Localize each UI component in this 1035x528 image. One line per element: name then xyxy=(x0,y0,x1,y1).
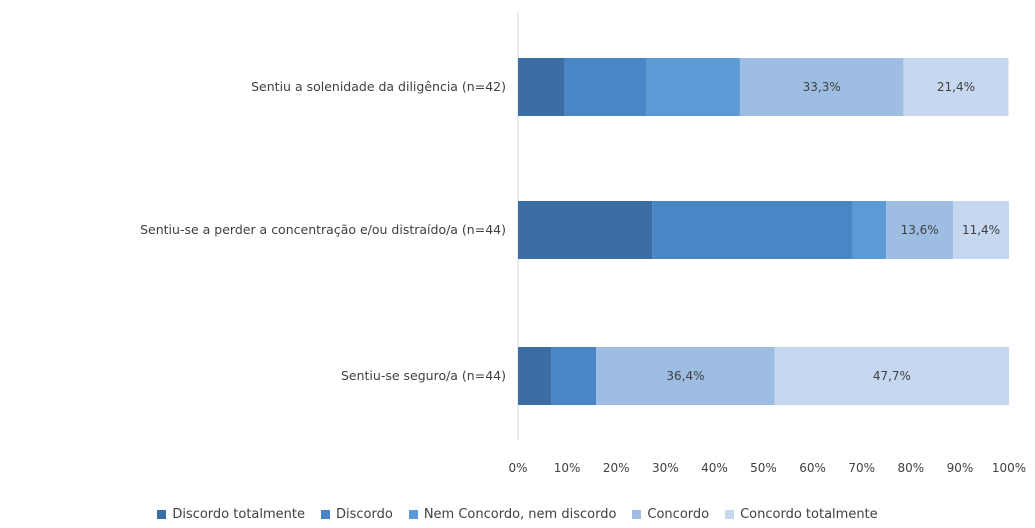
bar-segment xyxy=(739,58,904,116)
bar-segment xyxy=(551,347,597,405)
x-tick-label: 50% xyxy=(750,461,777,475)
bar-segment xyxy=(596,347,775,405)
legend-swatch xyxy=(408,509,418,519)
legend-label: Discordo totalmente xyxy=(172,506,305,522)
data-label: 33,3% xyxy=(803,80,841,94)
legend-swatch xyxy=(157,509,167,519)
x-tick-label: 100% xyxy=(992,461,1026,475)
bar-segment xyxy=(518,347,552,405)
bar-segment xyxy=(518,58,565,116)
legend-swatch xyxy=(321,509,330,519)
category-label: Sentiu-se seguro/a (n=44) xyxy=(341,368,506,383)
legend-label: Discordo xyxy=(336,506,393,522)
legend-label: Nem Concordo, nem discordo xyxy=(423,506,617,522)
bar-segment xyxy=(953,201,1009,259)
legend-item: Concordo xyxy=(632,507,709,522)
data-label: 21,4% xyxy=(937,80,975,94)
bar-segment xyxy=(774,347,1009,405)
legend-item: Discordo totalmente xyxy=(157,507,305,522)
legend-item: Concordo totalmente xyxy=(725,507,878,522)
legend-label: Concordo xyxy=(647,506,710,522)
chart-legend: Discordo totalmente Discordo Nem Concordo,… xyxy=(0,504,1035,524)
x-tick-label: 80% xyxy=(897,461,924,475)
legend-swatch xyxy=(632,509,642,519)
category-label: Sentiu-se a perder a concentração e/ou d… xyxy=(140,222,506,237)
x-tick-label: 90% xyxy=(947,461,974,475)
bar-segment xyxy=(903,58,1009,116)
x-tick-label: 30% xyxy=(652,461,679,475)
bar-segment xyxy=(564,58,647,116)
data-label: 47,7% xyxy=(873,369,911,383)
x-tick-label: 70% xyxy=(848,461,875,475)
bar-segment xyxy=(886,201,954,259)
data-label: 11,4% xyxy=(962,223,1000,237)
x-tick-label: 0% xyxy=(508,461,527,475)
legend-item: Nem Concordo, nem discordo xyxy=(408,506,617,522)
x-tick-label: 40% xyxy=(701,461,728,475)
x-tick-label: 10% xyxy=(554,461,581,475)
bar-segment xyxy=(852,201,887,259)
legend-label: Concordo totalmente xyxy=(740,506,878,522)
data-label: 13,6% xyxy=(901,223,939,237)
bar-segment xyxy=(518,201,653,259)
legend-swatch xyxy=(725,509,735,519)
x-tick-label: 60% xyxy=(799,461,826,475)
legend-item: Discordo xyxy=(321,507,393,522)
x-tick-label: 20% xyxy=(603,461,630,475)
category-label: Sentiu a solenidade da diligência (n=42) xyxy=(251,79,506,94)
bar-segment xyxy=(646,58,740,116)
bar-segment xyxy=(652,201,853,259)
data-label: 36,4% xyxy=(666,369,704,383)
